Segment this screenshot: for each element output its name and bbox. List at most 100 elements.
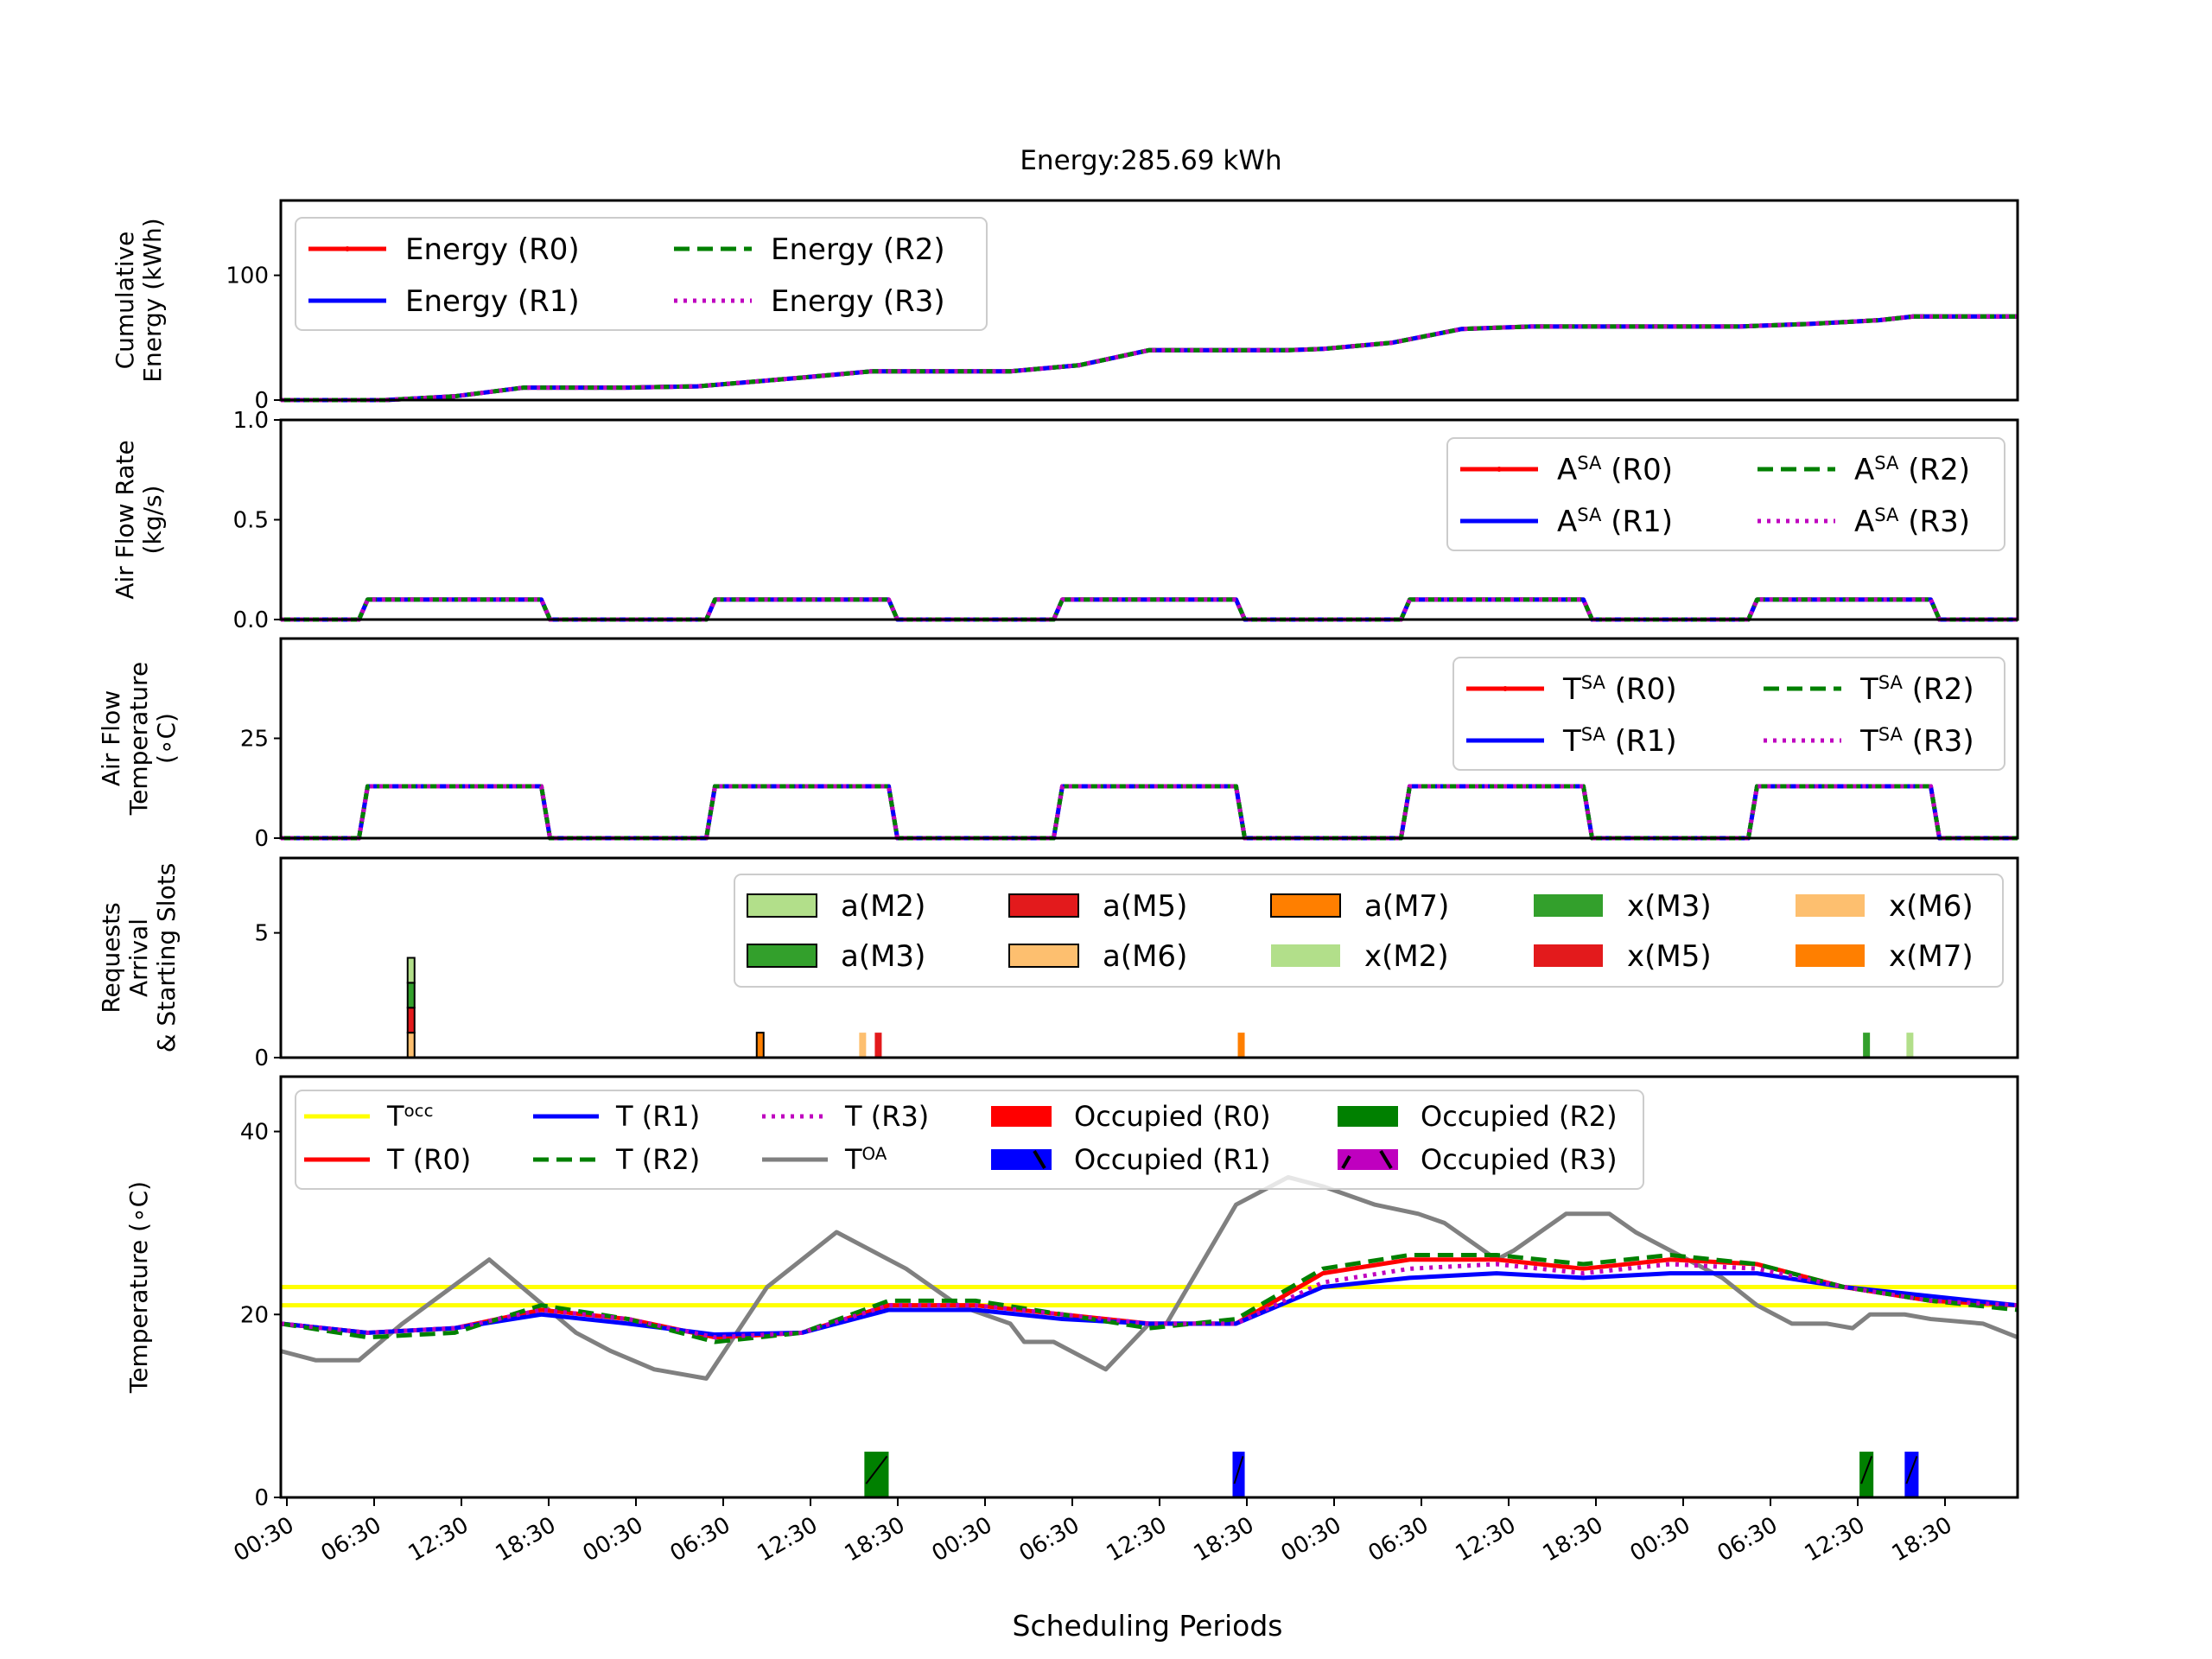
bar-segment-a(M7): [755, 1032, 765, 1058]
y-axis-label-supply_temp: (∘C): [152, 713, 181, 764]
legend-box: [295, 217, 988, 331]
legend-marker: [345, 246, 350, 251]
legend-label: Occupied (R2): [1421, 1100, 1618, 1133]
series-line-energy-R3: [281, 314, 2018, 403]
y-tick-label-room_temp: 20: [240, 1302, 269, 1328]
plot-frame-energy: [279, 199, 2019, 402]
y-tick-label-airflow: 1.0: [233, 408, 269, 434]
panel-room_temp: Temperature (∘C) 0 20 40 Tocc T (R1) T (R3) Occ…: [124, 1075, 2019, 1511]
legend-label: x(M6): [1889, 889, 1974, 924]
legend-label: x(M5): [1627, 939, 1712, 974]
y-tick-label-energy: 0: [254, 388, 269, 414]
y-axis-label-room_temp: Temperature (∘C): [124, 1181, 153, 1394]
plot-frame-room_temp: [279, 1075, 2019, 1499]
legend-label: Energy (R3): [771, 284, 945, 319]
legend-swatch: [1008, 944, 1079, 968]
legend-energy: Energy (R0) Energy (R1) Energy (R2) Energy …: [295, 217, 988, 331]
legend-box: [1452, 657, 2005, 771]
bar-segment-a(M5): [406, 1007, 416, 1034]
plot-frame-requests: [279, 856, 2019, 1059]
occupied-hatch: [1233, 1456, 1244, 1484]
legend-label: T (R1): [615, 1100, 700, 1133]
bar-segment-x(M5): [874, 1033, 882, 1058]
legend-label: T (R2): [615, 1143, 700, 1176]
legend-requests: a(M2) a(M5) a(M7) x(M3) x(M6) a(M3) a(M6) x(M2)…: [734, 874, 2004, 988]
legend-marker: [1503, 686, 1508, 691]
legend-swatch: [1796, 894, 1865, 917]
y-tick-label-supply_temp: 0: [254, 826, 269, 852]
y-axis-label-requests: Requests: [97, 902, 125, 1013]
y-tick-label-room_temp: 40: [240, 1120, 269, 1146]
legend-swatch: [747, 893, 817, 918]
legend-room-temp: Tocc T (R1) T (R3) Occupied (R0) Occupied (R…: [295, 1090, 1644, 1190]
y-tick-label-requests: 5: [254, 921, 269, 947]
legend-swatch: [1534, 894, 1603, 917]
bar-segment-x(M3): [1863, 1033, 1871, 1058]
series-line-T-R1-: [280, 1271, 2018, 1338]
y-axis-label-energy: Cumulative: [111, 232, 139, 370]
bar-segment-a(M2): [406, 957, 416, 984]
legend-label: TSA (R0): [1562, 671, 1677, 708]
y-tick-label-energy: 100: [226, 264, 269, 289]
legend-box: [1446, 437, 2005, 551]
legend-label: a(M7): [1364, 889, 1449, 924]
legend-label: ASA (R2): [1854, 452, 1970, 488]
legend-label: TSA (R2): [1859, 671, 1974, 708]
legend-label: a(M2): [841, 889, 925, 924]
series-line-T-R2-: [280, 1252, 2018, 1344]
legend-label: T (R0): [386, 1143, 471, 1176]
y-tick-label-airflow: 0.0: [233, 607, 269, 633]
y-axis-label-supply_temp: Temperature: [124, 662, 153, 816]
legend-hatch: [1379, 1149, 1393, 1170]
legend-hatch: [1341, 1155, 1351, 1169]
legend-swatch: [1008, 893, 1079, 918]
x-axis-label: Scheduling Periods: [1013, 1609, 1283, 1643]
legend-label: TSA (R3): [1859, 723, 1974, 760]
legend-label: a(M3): [841, 939, 925, 974]
bar-segment-a(M3): [406, 982, 416, 1009]
plot-frame-supply_temp: [279, 637, 2019, 840]
legend-supply_temp: TSA (R0) TSA (R1) TSA (R2) TSA (R3): [1452, 657, 2005, 771]
bar-segment-a(M6): [406, 1032, 416, 1058]
y-axis-label-requests: Arrival: [124, 918, 153, 997]
legend-label: a(M6): [1103, 939, 1187, 974]
legend-label: Occupied (R3): [1421, 1143, 1618, 1176]
legend-label: a(M5): [1103, 889, 1187, 924]
legend-label: x(M2): [1364, 939, 1449, 974]
legend-marker: [1497, 467, 1502, 472]
legend-label: Occupied (R0): [1074, 1100, 1271, 1133]
legend-label: TSA (R1): [1562, 723, 1677, 760]
figure-title: Energy:285.69 kWh: [1020, 145, 1281, 176]
legend-label: Energy (R1): [405, 284, 580, 319]
legend-swatch: [1534, 944, 1603, 967]
legend-swatch: [747, 944, 817, 968]
legend-label: ASA (R0): [1557, 452, 1673, 488]
y-axis-label-airflow: (kg/s): [138, 486, 167, 555]
y-tick-label-supply_temp: 25: [240, 727, 269, 753]
legend-swatch: [991, 1149, 1052, 1170]
y-axis-label-airflow: Air Flow Rate: [111, 440, 139, 599]
legend-label: ASA (R1): [1557, 504, 1673, 540]
legend-swatch: [1338, 1106, 1398, 1127]
series-line-airflow-R3: [281, 597, 2018, 622]
legend-label: Energy (R2): [771, 232, 945, 267]
series-line-supply_temp-R3: [281, 784, 2018, 841]
y-axis-label-supply_temp: Air Flow: [97, 690, 125, 786]
y-tick-label-room_temp: 0: [254, 1485, 269, 1511]
bar-segment-x(M6): [859, 1033, 867, 1058]
legend-label: x(M3): [1627, 889, 1712, 924]
bar-segment-x(M2): [1906, 1033, 1914, 1058]
y-tick-label-airflow: 0.5: [233, 508, 269, 534]
legend-hatch: [1033, 1149, 1046, 1170]
bar-segment-x(M7): [1237, 1033, 1245, 1058]
legend-label: x(M7): [1889, 939, 1974, 974]
legend-swatch: [1271, 944, 1340, 967]
occupied-hatch: [1860, 1456, 1873, 1484]
legend-label: ASA (R3): [1854, 504, 1970, 540]
legend-box: [295, 1090, 1644, 1190]
legend-airflow: ASA (R0) ASA (R1) ASA (R2) ASA (R3): [1446, 437, 2005, 551]
